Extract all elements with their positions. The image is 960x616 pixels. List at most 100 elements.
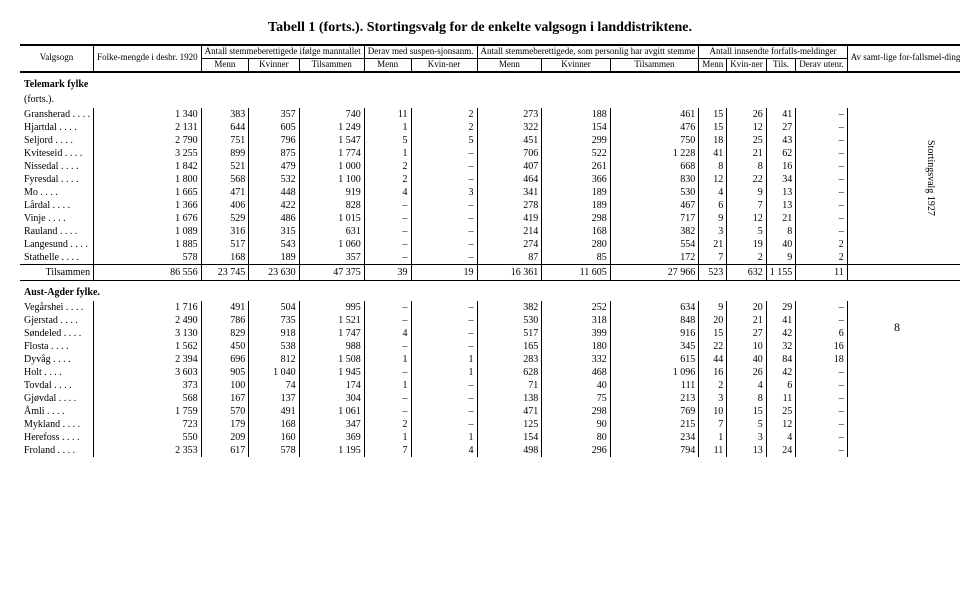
- table-cell: –: [796, 173, 847, 186]
- table-cell: 2: [796, 251, 847, 265]
- table-cell: 578: [94, 251, 202, 265]
- table-cell: 1 842: [94, 160, 202, 173]
- table-cell: 568: [94, 392, 202, 405]
- table-cell: 26: [727, 366, 767, 379]
- table-cell: 18: [699, 134, 727, 147]
- table-row: Hjartdal . . . .2 1316446051 24912322154…: [20, 121, 960, 134]
- table-cell: 1 015: [299, 212, 364, 225]
- row-label: Søndeled . . . .: [20, 327, 94, 340]
- table-cell: 2 131: [94, 121, 202, 134]
- table-cell: 2 790: [94, 134, 202, 147]
- table-cell: 42: [766, 327, 796, 340]
- table-cell: 1: [847, 251, 960, 265]
- table-cell: 27 966: [610, 265, 699, 281]
- table-cell: 617: [201, 444, 249, 457]
- table-cell: 10: [847, 366, 960, 379]
- table-cell: 1 249: [299, 121, 364, 134]
- table-cell: 2: [364, 173, 411, 186]
- table-cell: 471: [477, 405, 542, 418]
- table-cell: –: [411, 379, 477, 392]
- table-row: Lårdal . . . .1 366406422828––2781894676…: [20, 199, 960, 212]
- row-label: Herefoss . . . .: [20, 431, 94, 444]
- table-cell: 2 353: [94, 444, 202, 457]
- table-cell: 1: [699, 431, 727, 444]
- table-cell: –: [847, 392, 960, 405]
- table-cell: 1 100: [299, 173, 364, 186]
- sub-tils3: Tilsammen: [610, 58, 699, 71]
- table-cell: 44: [699, 353, 727, 366]
- table-cell: 315: [249, 225, 299, 238]
- table-row: Fyresdal . . . .1 8005685321 1002–464366…: [20, 173, 960, 186]
- table-cell: 988: [299, 340, 364, 353]
- colgrp-suspensjon: Derav med suspen-sjonsanm.: [364, 45, 477, 58]
- table-cell: 22: [727, 173, 767, 186]
- table-cell: 283: [477, 353, 542, 366]
- table-cell: 1 096: [610, 366, 699, 379]
- table-cell: 172: [610, 251, 699, 265]
- table-cell: 383: [201, 108, 249, 121]
- table-cell: 32: [766, 340, 796, 353]
- table-cell: 448: [249, 186, 299, 199]
- table-cell: –: [796, 431, 847, 444]
- col-folkemengde: Folke-mengde i desbr. 1920: [94, 45, 202, 72]
- table-cell: 8: [727, 160, 767, 173]
- table-cell: 3: [699, 392, 727, 405]
- table-cell: 15: [699, 108, 727, 121]
- table-cell: 7: [847, 301, 960, 314]
- table-cell: 632: [727, 265, 767, 281]
- table-cell: 740: [299, 108, 364, 121]
- table-cell: 1: [364, 353, 411, 366]
- table-cell: 461: [610, 108, 699, 121]
- table-cell: 479: [249, 160, 299, 173]
- table-cell: 1 060: [299, 238, 364, 251]
- table-cell: 168: [542, 225, 610, 238]
- row-label: Lårdal . . . .: [20, 199, 94, 212]
- table-cell: –: [796, 225, 847, 238]
- table-cell: 62: [766, 147, 796, 160]
- table-cell: 13: [727, 444, 767, 457]
- table-row: Mykland . . . .7231791683472–12590215751…: [20, 418, 960, 431]
- table-cell: 40: [727, 353, 767, 366]
- table-cell: 296: [542, 444, 610, 457]
- table-cell: 5: [411, 134, 477, 147]
- table-row: Åmli . . . .1 7595704911 061––4712987691…: [20, 405, 960, 418]
- table-cell: 848: [610, 314, 699, 327]
- table-cell: –: [411, 212, 477, 225]
- table-cell: 85: [542, 251, 610, 265]
- table-cell: 8: [699, 160, 727, 173]
- table-cell: –: [796, 186, 847, 199]
- sub-kvinner3: Kvinner: [542, 58, 610, 71]
- table-cell: 42: [766, 366, 796, 379]
- table-cell: –: [796, 108, 847, 121]
- table-cell: 19: [411, 265, 477, 281]
- table-cell: 538: [249, 340, 299, 353]
- table-cell: –: [796, 366, 847, 379]
- table-cell: 5: [727, 225, 767, 238]
- table-cell: 628: [477, 366, 542, 379]
- table-cell: 1 547: [299, 134, 364, 147]
- table-row: Dyvåg . . . .2 3946968121 50811283332615…: [20, 353, 960, 366]
- table-cell: 554: [610, 238, 699, 251]
- table-cell: 498: [477, 444, 542, 457]
- row-label: Vegårshei . . . .: [20, 301, 94, 314]
- sub-tils1: Tilsammen: [299, 58, 364, 71]
- table-cell: –: [411, 301, 477, 314]
- table-cell: 6: [847, 186, 960, 199]
- table-cell: 34: [766, 173, 796, 186]
- table-cell: 15: [699, 121, 727, 134]
- table-cell: 517: [477, 327, 542, 340]
- table-cell: 8: [727, 392, 767, 405]
- table-cell: 341: [477, 186, 542, 199]
- sub-tils4: Tils.: [766, 58, 796, 71]
- table-cell: 84: [766, 353, 796, 366]
- table-cell: 261: [542, 160, 610, 173]
- table-cell: 13: [766, 186, 796, 199]
- table-cell: –: [411, 327, 477, 340]
- table-cell: 3: [847, 199, 960, 212]
- table-cell: 41: [699, 147, 727, 160]
- table-cell: 80: [542, 431, 610, 444]
- row-label: Gransherad . . . .: [20, 108, 94, 121]
- table-cell: 11: [766, 392, 796, 405]
- table-cell: –: [411, 225, 477, 238]
- row-label: Flosta . . . .: [20, 340, 94, 353]
